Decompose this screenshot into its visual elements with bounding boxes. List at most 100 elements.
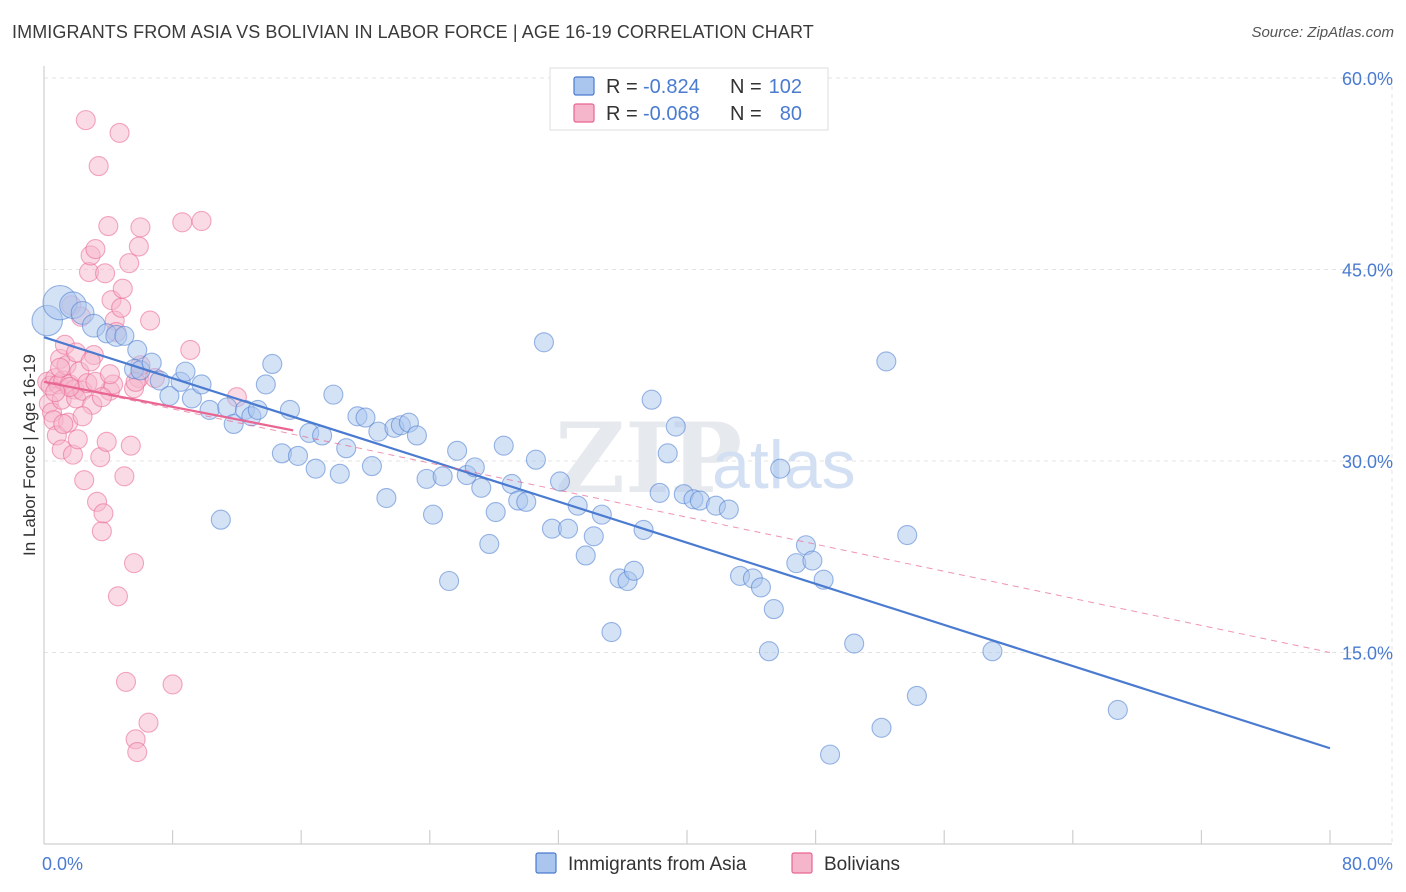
asia-point-38 xyxy=(361,456,382,477)
bolivians-point-36 xyxy=(93,503,114,524)
asia-point-54 xyxy=(485,502,506,523)
asia-point-63 xyxy=(557,518,579,539)
legend-n-value-asia: 102 xyxy=(769,76,802,98)
asia-point-75 xyxy=(657,443,678,464)
asia-point-25 xyxy=(255,374,276,395)
asia-point-84 xyxy=(750,577,771,598)
y-tick-label-0: 15.0% xyxy=(1342,644,1393,664)
legend-r-value-asia: -0.824 xyxy=(643,76,700,98)
asia-point-53 xyxy=(479,533,500,555)
asia-point-46 xyxy=(422,504,444,525)
asia-point-87 xyxy=(770,458,791,479)
legend-n-label-bolivians: N = xyxy=(730,103,762,125)
bottom-legend-swatch-bolivians xyxy=(791,852,813,874)
bolivians-point-38 xyxy=(96,431,117,452)
bolivians-point-37 xyxy=(95,263,116,284)
bolivians-point-47 xyxy=(111,297,132,318)
legend: R = -0.824 N = 102 R = -0.068 N = 80 xyxy=(549,67,829,131)
asia-point-73 xyxy=(641,389,662,410)
asia-point-16 xyxy=(181,388,202,409)
bolivians-point-74 xyxy=(99,364,120,385)
bottom-legend-label-asia: Immigrants from Asia xyxy=(568,854,747,875)
series-bolivians xyxy=(37,110,247,763)
bottom-legend: Immigrants from Asia Bolivians xyxy=(535,852,900,875)
bolivians-point-45 xyxy=(107,586,128,607)
asia-point-34 xyxy=(329,463,350,484)
asia-point-68 xyxy=(601,622,622,643)
legend-r-value-bolivians: -0.068 xyxy=(643,103,700,125)
asia-point-51 xyxy=(464,457,485,478)
asia-point-24 xyxy=(247,399,268,420)
trend-lines xyxy=(43,336,1331,750)
asia-point-99 xyxy=(1107,699,1128,721)
asia-point-74 xyxy=(649,482,670,503)
asia-point-58 xyxy=(516,491,537,512)
bolivians-point-39 xyxy=(98,216,119,237)
bolivians-point-49 xyxy=(114,466,135,487)
legend-box xyxy=(549,67,829,131)
asia-point-48 xyxy=(439,570,460,592)
bolivians-point-76 xyxy=(50,357,71,378)
asia-point-47 xyxy=(432,466,453,487)
asia-point-44 xyxy=(406,425,427,446)
x-tick-label-1: 80.0% xyxy=(1342,854,1393,874)
asia-point-95 xyxy=(876,351,897,372)
asia-point-62 xyxy=(549,471,571,492)
asia-point-94 xyxy=(871,717,892,738)
asia-point-86 xyxy=(763,599,784,620)
bottom-legend-swatch-asia xyxy=(535,852,557,874)
bolivians-point-71 xyxy=(66,342,87,363)
bolivians-point-52 xyxy=(120,435,141,456)
chart-source: Source: ZipAtlas.com xyxy=(1251,24,1394,41)
chart-title: IMMIGRANTS FROM ASIA VS BOLIVIAN IN LABO… xyxy=(12,22,814,42)
bolivians-point-75 xyxy=(72,406,93,427)
asia-point-96 xyxy=(897,524,918,546)
bolivians-point-48 xyxy=(112,278,133,299)
bolivians-point-66 xyxy=(172,212,193,233)
y-tick-label-2: 45.0% xyxy=(1342,261,1393,281)
y-tick-label-3: 60.0% xyxy=(1342,69,1393,89)
legend-r-label-asia: R = xyxy=(606,76,638,98)
asia-point-7 xyxy=(114,325,135,346)
asia-point-92 xyxy=(820,744,841,765)
legend-swatch-asia xyxy=(573,76,595,96)
asia-point-66 xyxy=(583,526,604,547)
asia-point-85 xyxy=(758,641,780,662)
asia-point-93 xyxy=(844,633,865,654)
asia-point-52 xyxy=(471,477,492,498)
asia-point-60 xyxy=(533,332,554,353)
bolivians-point-65 xyxy=(162,674,183,695)
legend-swatch-bolivians xyxy=(573,103,595,123)
asia-point-98 xyxy=(982,641,1003,662)
asia-point-37 xyxy=(355,407,376,428)
asia-point-65 xyxy=(575,545,596,566)
asia-point-71 xyxy=(623,560,645,581)
bottom-legend-label-bolivians: Bolivians xyxy=(824,854,900,875)
bolivians-point-60 xyxy=(138,712,159,733)
asia-point-26 xyxy=(262,353,283,375)
y-tick-labels: 15.0% 30.0% 45.0% 60.0% xyxy=(1342,69,1393,664)
bolivians-point-55 xyxy=(127,742,148,763)
series-immigrants-from-asia xyxy=(31,285,1128,765)
bolivians-point-20 xyxy=(67,429,88,450)
bolivians-point-68 xyxy=(191,210,212,232)
asia-point-9 xyxy=(127,339,148,360)
asia-point-76 xyxy=(665,416,686,437)
axes xyxy=(43,66,1392,845)
asia-point-33 xyxy=(323,384,344,405)
bolivians-point-67 xyxy=(180,339,201,360)
bolivians-point-25 xyxy=(75,110,96,131)
asia-point-29 xyxy=(287,445,309,466)
asia-point-97 xyxy=(906,685,927,706)
bolivians-point-24 xyxy=(74,470,95,491)
bolivians-point-63 xyxy=(128,236,149,257)
bolivians-point-70 xyxy=(53,413,74,435)
y-axis-title: In Labor Force | Age 16-19 xyxy=(20,354,39,556)
legend-n-label-asia: N = xyxy=(730,76,762,98)
asia-point-19 xyxy=(210,509,231,530)
bolivians-point-64 xyxy=(130,217,151,238)
asia-point-49 xyxy=(447,440,468,461)
bolivians-point-33 xyxy=(88,156,109,177)
asia-point-55 xyxy=(493,435,514,456)
